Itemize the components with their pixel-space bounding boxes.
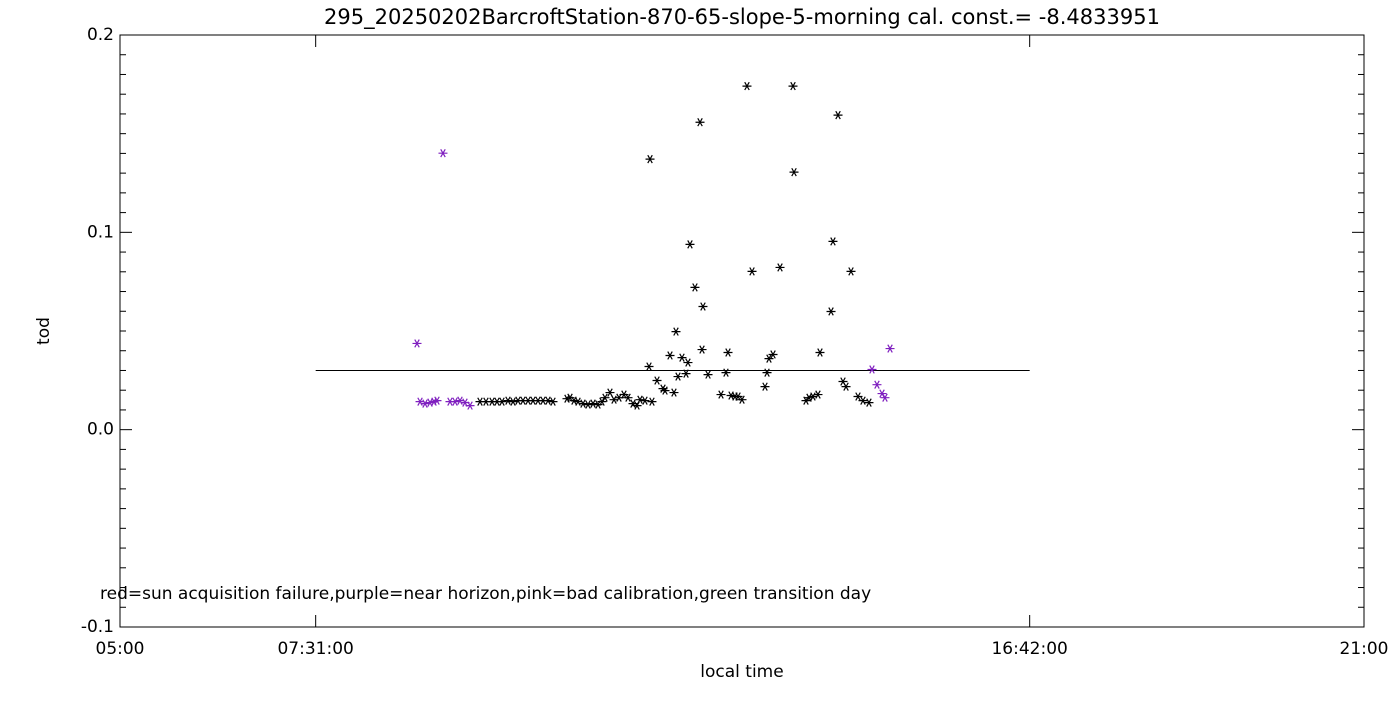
data-point xyxy=(623,393,633,402)
data-point xyxy=(432,396,442,405)
data-point xyxy=(815,348,825,357)
x-axis-label: local time xyxy=(700,662,783,682)
data-point xyxy=(605,388,615,397)
data-point xyxy=(828,237,838,246)
data-point xyxy=(808,392,818,401)
data-point xyxy=(737,395,747,404)
data-point xyxy=(697,345,707,354)
data-point xyxy=(503,396,513,405)
data-point xyxy=(415,397,425,406)
data-point xyxy=(455,396,465,405)
x-tick-label: 07:31:00 xyxy=(277,639,353,659)
data-point xyxy=(583,400,593,409)
annotation: red=sun acquisition failure,purple=near … xyxy=(100,584,871,604)
data-point xyxy=(669,388,679,397)
data-point xyxy=(867,365,877,374)
data-point xyxy=(723,348,733,357)
data-point xyxy=(508,397,518,406)
data-point xyxy=(600,393,610,402)
data-point xyxy=(775,263,785,272)
data-point xyxy=(846,267,856,276)
data-point xyxy=(742,81,752,91)
data-point xyxy=(412,339,422,348)
data-point xyxy=(721,368,731,377)
data-point xyxy=(858,396,868,405)
data-point xyxy=(768,350,778,359)
data-point xyxy=(438,149,448,158)
data-point xyxy=(673,372,683,381)
data-point xyxy=(690,283,700,292)
data-point xyxy=(588,399,598,408)
y-tick-label: 0.1 xyxy=(87,222,114,242)
y-tick-label: 0.2 xyxy=(87,25,114,45)
data-point xyxy=(716,390,726,399)
data-point xyxy=(597,397,607,406)
data-point xyxy=(703,370,713,379)
data-point xyxy=(813,390,823,399)
data-point xyxy=(681,369,691,378)
data-point xyxy=(671,327,681,336)
y-tick-label: 0.0 xyxy=(87,420,114,440)
data-point xyxy=(747,267,757,276)
data-point xyxy=(677,353,687,362)
data-point xyxy=(548,397,558,406)
data-point xyxy=(578,399,588,408)
data-point xyxy=(872,380,882,389)
data-point xyxy=(609,395,619,404)
x-tick-label: 16:42:00 xyxy=(991,639,1067,659)
data-point xyxy=(789,167,799,177)
data-point xyxy=(683,358,693,367)
data-point xyxy=(644,362,654,371)
data-point xyxy=(660,386,670,395)
data-point xyxy=(853,392,863,401)
data-point xyxy=(885,344,895,353)
data-point xyxy=(880,393,890,402)
data-point xyxy=(788,81,798,91)
x-tick-label: 05:00 xyxy=(96,639,145,659)
data-point xyxy=(543,396,553,405)
data-point xyxy=(841,382,851,391)
data-point xyxy=(665,351,675,360)
data-point xyxy=(864,398,874,407)
data-point xyxy=(762,368,772,377)
y-tick-label: -0.1 xyxy=(81,617,114,637)
data-point xyxy=(420,399,430,408)
data-point xyxy=(826,307,836,316)
x-tick-label: 21:00 xyxy=(1340,639,1389,659)
data-point xyxy=(833,110,843,120)
data-point xyxy=(760,382,770,391)
data-point xyxy=(450,397,460,406)
data-point xyxy=(465,401,475,410)
data-point xyxy=(698,302,708,311)
data-point xyxy=(645,154,655,164)
chart-title: 295_20250202BarcroftStation-870-65-slope… xyxy=(324,5,1160,30)
data-point xyxy=(647,397,657,406)
data-point xyxy=(573,397,583,406)
data-point xyxy=(695,118,705,127)
data-point xyxy=(685,240,695,249)
data-point xyxy=(764,354,774,363)
y-axis-label: tod xyxy=(34,317,54,345)
data-point xyxy=(652,376,662,385)
data-point xyxy=(497,397,507,406)
data-point xyxy=(635,395,645,404)
data-point xyxy=(640,396,650,405)
